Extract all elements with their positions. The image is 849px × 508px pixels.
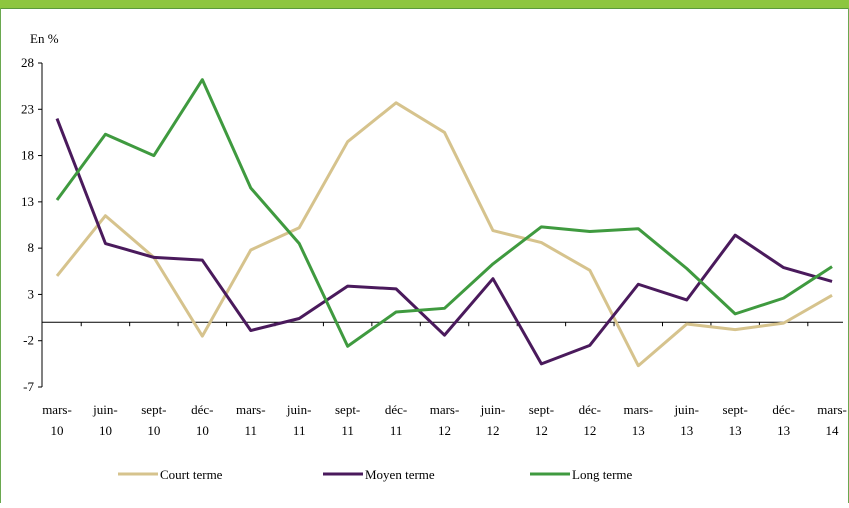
- x-tick-label: juin-13: [673, 402, 699, 438]
- x-tick-label: déc-10: [191, 402, 213, 438]
- y-tick-label: 13: [21, 194, 34, 209]
- x-tick-label: mars-10: [42, 402, 72, 438]
- y-tick-label: 3: [28, 286, 35, 301]
- y-tick-label: 8: [28, 240, 35, 255]
- top-banner: [0, 0, 849, 8]
- y-tick-label: -7: [23, 379, 34, 394]
- y-tick-label: 23: [21, 101, 34, 116]
- x-tick-label: juin-11: [286, 402, 312, 438]
- y-tick-label: -2: [23, 333, 34, 348]
- x-tick-label: mars-14: [817, 402, 847, 438]
- line-series: [55, 118, 833, 366]
- x-tick-label: sept-10: [141, 402, 166, 438]
- x-tick-label: déc-13: [772, 402, 794, 438]
- line-series: [55, 101, 833, 368]
- x-tick-label: mars-11: [236, 402, 266, 438]
- legend-label: Moyen terme: [365, 467, 435, 482]
- x-tick-label: sept-12: [529, 402, 554, 438]
- y-tick-label: 18: [21, 148, 34, 163]
- x-tick-label: mars-12: [430, 402, 460, 438]
- x-tick-label: sept-11: [335, 402, 360, 438]
- x-tick-label: déc-12: [579, 402, 601, 438]
- x-tick-label: juin-12: [480, 402, 506, 438]
- x-tick-label: déc-11: [385, 402, 407, 438]
- chart-title: En %: [30, 31, 59, 46]
- legend-label: Long terme: [572, 467, 633, 482]
- y-tick-label: 28: [21, 55, 34, 70]
- line-series: [55, 78, 833, 348]
- x-tick-label: mars-13: [623, 402, 653, 438]
- x-tick-label: sept-13: [723, 402, 748, 438]
- x-tick-label: juin-10: [92, 402, 118, 438]
- legend-label: Court terme: [160, 467, 223, 482]
